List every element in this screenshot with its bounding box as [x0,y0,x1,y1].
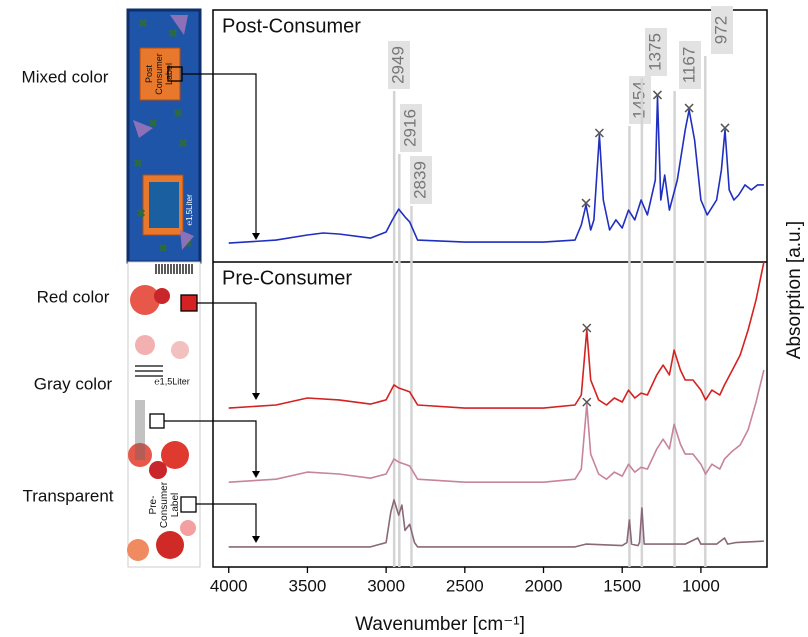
peak-label: 1375 [645,33,664,71]
figure: PostConsumerLabel Pre-ConsumerLabel ℮1,5… [0,0,808,637]
sample-label: Mixed color [22,67,109,86]
peak-label: 972 [711,16,730,44]
sample-box [181,497,196,512]
x-tick-label: 2000 [525,576,563,595]
x-tick-label: 4000 [210,576,248,595]
image-label-line: Label [170,493,181,517]
arrow-head [252,471,260,478]
volume-label: ℮1,5Liter [185,194,194,226]
spectrum-line [229,370,764,482]
volume-label: ℮1,5Liter [154,376,189,386]
sample-label: Gray color [34,374,113,393]
sample-label: Transparent [22,486,113,505]
panel-title: Pre-Consumer [222,267,352,289]
arrow-head [252,393,260,400]
spectrum-line [229,97,764,243]
peak-label: 2839 [410,161,429,199]
spectrum-line [229,500,764,547]
arrow-head [252,233,260,240]
peak-label: 1167 [679,47,698,84]
peak-label: 2916 [400,109,419,147]
arrow [196,504,256,537]
x-tick-label: 2500 [446,576,484,595]
x-tick-label: 1500 [603,576,641,595]
x-axis-label: Wavenumber [cm⁻¹] [355,614,525,635]
arrow [197,303,256,394]
panel-title: Post-Consumer [222,15,361,37]
peak-label: 1454 [629,81,648,119]
x-tick-label: 3000 [367,576,405,595]
image-label-line: Consumer [154,53,164,95]
x-tick-label: 1000 [682,576,720,595]
sample-box [168,67,182,81]
sample-box [150,414,164,428]
image-label-line: Post [144,64,154,83]
y-axis-label: Absorption [a.u.] [784,221,805,359]
sample-label: Red color [37,287,110,306]
arrow-head [252,536,260,543]
image-label-line: Pre- [148,496,159,515]
sample-box [181,295,197,311]
x-tick-label: 3500 [289,576,327,595]
image-label-line: Consumer [159,481,170,528]
peak-label: 2949 [388,46,407,84]
